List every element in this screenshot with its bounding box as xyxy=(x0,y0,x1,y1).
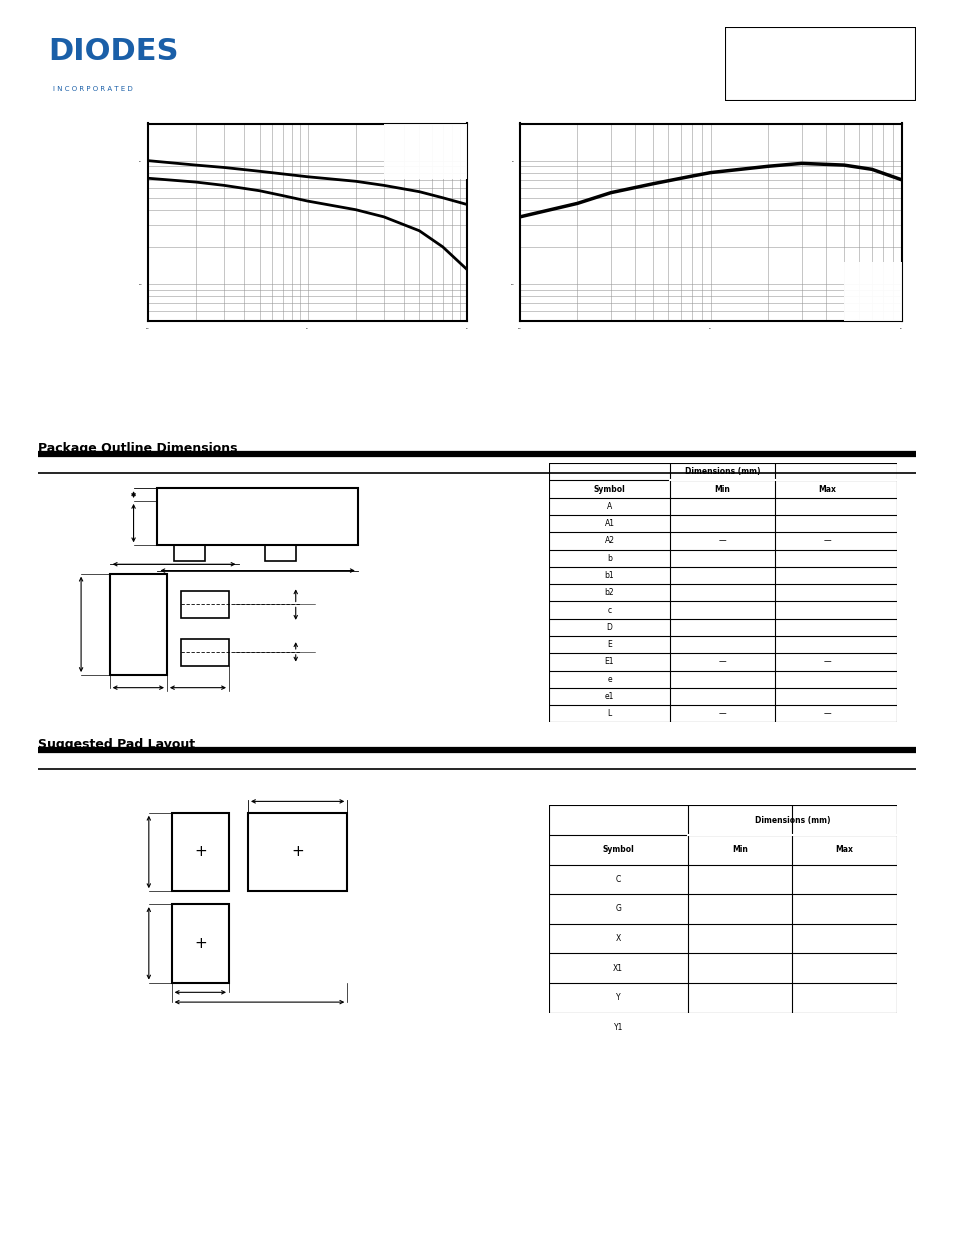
Text: Max: Max xyxy=(818,484,835,494)
Bar xyxy=(172,813,229,892)
Bar xyxy=(174,546,205,561)
Text: b: b xyxy=(606,553,611,563)
Text: +: + xyxy=(193,936,207,951)
Text: Y: Y xyxy=(616,993,619,1003)
Bar xyxy=(172,904,229,983)
Text: Symbol: Symbol xyxy=(593,484,625,494)
Text: —: — xyxy=(719,536,725,546)
Text: A: A xyxy=(606,501,612,511)
Bar xyxy=(383,124,467,179)
Text: —: — xyxy=(822,657,830,667)
Text: DIODES: DIODES xyxy=(49,37,179,65)
Bar xyxy=(181,638,229,666)
Text: A2: A2 xyxy=(604,536,614,546)
Text: —: — xyxy=(719,709,725,719)
Text: +: + xyxy=(291,845,304,860)
Text: I N C O R P O R A T E D: I N C O R P O R A T E D xyxy=(52,86,132,93)
Bar xyxy=(843,262,901,321)
Text: Package Outline Dimensions: Package Outline Dimensions xyxy=(38,442,237,454)
Text: E: E xyxy=(606,640,611,650)
Text: c: c xyxy=(607,605,611,615)
Text: Dimensions (mm): Dimensions (mm) xyxy=(684,467,760,477)
Text: Symbol: Symbol xyxy=(601,845,634,855)
Text: A1: A1 xyxy=(604,519,614,529)
Text: Min: Min xyxy=(714,484,730,494)
Bar xyxy=(181,592,229,618)
Text: X: X xyxy=(615,934,620,944)
Text: D: D xyxy=(606,622,612,632)
Bar xyxy=(265,546,295,561)
Bar xyxy=(248,813,347,892)
Text: G: G xyxy=(615,904,620,914)
Text: Min: Min xyxy=(731,845,747,855)
Text: X1: X1 xyxy=(613,963,622,973)
Text: Max: Max xyxy=(835,845,853,855)
Text: C: C xyxy=(615,874,620,884)
Text: b1: b1 xyxy=(604,571,614,580)
Text: +: + xyxy=(193,845,207,860)
Text: —: — xyxy=(822,536,830,546)
Text: e1: e1 xyxy=(604,692,614,701)
Text: Dimensions (mm): Dimensions (mm) xyxy=(754,815,829,825)
Text: Suggested Pad Layout: Suggested Pad Layout xyxy=(38,739,195,751)
Text: L: L xyxy=(607,709,611,719)
Text: Y1: Y1 xyxy=(613,1023,622,1032)
Text: —: — xyxy=(822,709,830,719)
Text: —: — xyxy=(719,657,725,667)
Bar xyxy=(157,488,357,546)
Text: b2: b2 xyxy=(604,588,614,598)
Text: E1: E1 xyxy=(604,657,614,667)
Text: e: e xyxy=(606,674,611,684)
Bar xyxy=(110,574,167,676)
